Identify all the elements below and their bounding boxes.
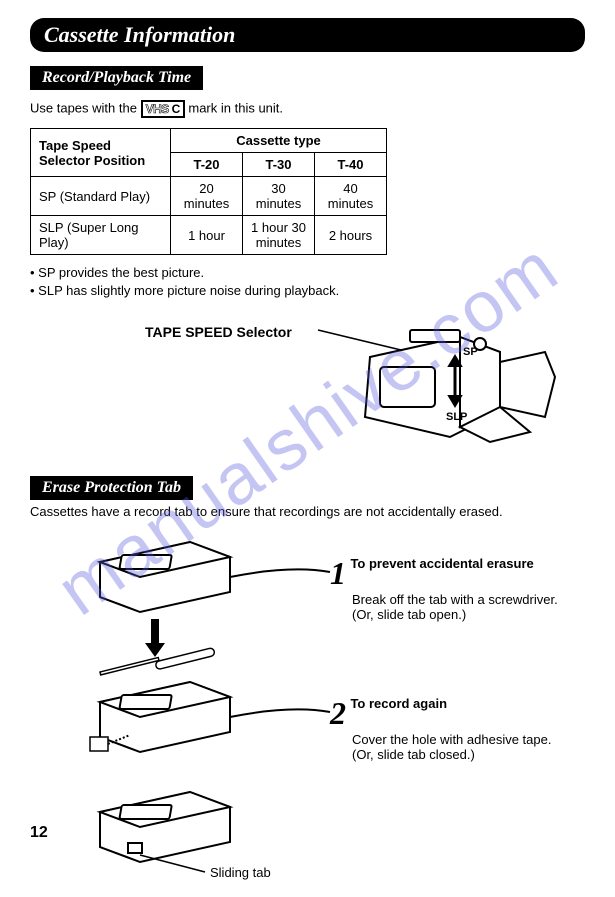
step-2-title: To record again bbox=[350, 696, 447, 711]
step-1-line2: (Or, slide tab open.) bbox=[352, 607, 558, 622]
sliding-tab-label: Sliding tab bbox=[210, 865, 271, 880]
table-row: SLP (Super Long Play) 1 hour 1 hour 30 m… bbox=[31, 216, 387, 255]
camcorder-icon: SP SLP bbox=[30, 302, 590, 462]
notes-list: • SP provides the best picture. • SLP ha… bbox=[30, 265, 585, 298]
intro-after: mark in this unit. bbox=[188, 100, 283, 115]
cell: 30 minutes bbox=[243, 177, 315, 216]
slp-label: SLP bbox=[446, 411, 467, 423]
note-item: • SP provides the best picture. bbox=[30, 265, 585, 280]
step-1-title: To prevent accidental erasure bbox=[350, 556, 533, 571]
step-1: 1 To prevent accidental erasure Break of… bbox=[330, 555, 558, 622]
cell: 1 hour 30 minutes bbox=[243, 216, 315, 255]
cassette-table: Tape Speed Selector Position Cassette ty… bbox=[30, 128, 387, 255]
page-number: 12 bbox=[30, 824, 48, 842]
cell: 20 minutes bbox=[171, 177, 243, 216]
col-t30: T-30 bbox=[243, 153, 315, 177]
step-2-line1: Cover the hole with adhesive tape. bbox=[352, 732, 551, 747]
page-title: Cassette Information bbox=[30, 18, 585, 52]
cell: 2 hours bbox=[315, 216, 387, 255]
cell: 40 minutes bbox=[315, 177, 387, 216]
tape-speed-selector-label: TAPE SPEED Selector bbox=[145, 324, 292, 340]
section-header-record: Record/Playback Time bbox=[30, 66, 203, 90]
col-t20: T-20 bbox=[171, 153, 243, 177]
vhsc-logo: VHS C bbox=[141, 100, 185, 118]
cell: 1 hour bbox=[171, 216, 243, 255]
sp-label: SP bbox=[463, 346, 478, 358]
intro-text: Use tapes with the VHS C mark in this un… bbox=[30, 100, 585, 118]
step-1-line1: Break off the tab with a screwdriver. bbox=[352, 592, 558, 607]
row-sp-label: SP (Standard Play) bbox=[31, 177, 171, 216]
steps-illustration: Sliding tab 1 To prevent accidental eras… bbox=[30, 527, 585, 897]
table-row: SP (Standard Play) 20 minutes 30 minutes… bbox=[31, 177, 387, 216]
erase-intro: Cassettes have a record tab to ensure th… bbox=[30, 504, 585, 519]
step-1-number: 1 bbox=[330, 555, 346, 592]
table-group-header: Cassette type bbox=[171, 129, 387, 153]
col-t40: T-40 bbox=[315, 153, 387, 177]
step-2: 2 To record again Cover the hole with ad… bbox=[330, 695, 551, 762]
row-slp-label: SLP (Super Long Play) bbox=[31, 216, 171, 255]
step-2-number: 2 bbox=[330, 695, 346, 732]
section-header-erase: Erase Protection Tab bbox=[30, 476, 193, 500]
note-item: • SLP has slightly more picture noise du… bbox=[30, 283, 585, 298]
step-2-line2: (Or, slide tab closed.) bbox=[352, 747, 551, 762]
camera-illustration: TAPE SPEED Selector SP SLP bbox=[30, 302, 585, 462]
table-rowheader: Tape Speed Selector Position bbox=[31, 129, 171, 177]
intro-before: Use tapes with the bbox=[30, 100, 141, 115]
